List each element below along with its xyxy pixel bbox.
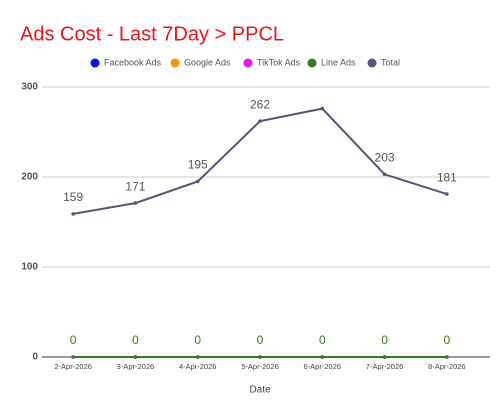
y-tick-label: 0: [32, 352, 38, 363]
data-point: [71, 212, 75, 216]
x-tick-label: 5-Apr-2026: [241, 362, 279, 371]
data-label: 171: [125, 179, 145, 193]
data-label: 0: [194, 333, 201, 347]
x-tick-label: 2-Apr-2026: [54, 362, 92, 371]
data-label: 203: [375, 150, 395, 164]
data-label: 0: [132, 333, 139, 347]
chart-title: Ads Cost - Last 7Day > PPCL: [20, 23, 284, 45]
data-label: 0: [70, 333, 77, 347]
x-tick-label: 6-Apr-2026: [304, 362, 342, 371]
data-point: [320, 355, 325, 359]
legend-label: Total: [381, 57, 400, 67]
legend-marker: [243, 58, 253, 68]
legend-marker: [90, 58, 100, 68]
data-point: [320, 106, 325, 111]
data-point: [133, 201, 138, 205]
data-label: 0: [319, 333, 326, 347]
legend-label: Line Ads: [321, 57, 356, 67]
legend-label: TikTok Ads: [257, 57, 301, 67]
data-point: [445, 192, 449, 196]
y-tick-label: 200: [21, 172, 38, 183]
data-label: 159: [63, 190, 83, 204]
y-tick-label: 300: [21, 82, 38, 93]
legend-label: Facebook Ads: [104, 57, 162, 67]
data-point: [133, 355, 138, 359]
data-point: [71, 355, 75, 359]
data-point: [382, 355, 387, 359]
x-tick-label: 8-Apr-2026: [428, 362, 466, 371]
data-point: [195, 355, 200, 359]
data-label: 0: [444, 333, 451, 347]
data-label: 262: [250, 97, 270, 111]
data-point: [382, 172, 387, 177]
data-point: [195, 179, 200, 184]
legend-label: Google Ads: [184, 57, 231, 67]
data-label: 0: [381, 333, 388, 347]
x-tick-label: 4-Apr-2026: [179, 362, 217, 371]
legend-marker: [170, 58, 180, 68]
data-label: 195: [188, 158, 208, 172]
y-tick-label: 100: [21, 262, 38, 273]
x-tick-label: 3-Apr-2026: [117, 362, 155, 371]
data-label: 181: [437, 170, 457, 184]
x-tick-label: 7-Apr-2026: [366, 362, 404, 371]
x-axis-label: Date: [249, 385, 271, 396]
data-point: [445, 355, 449, 359]
data-point: [258, 355, 262, 359]
data-point: [258, 119, 262, 123]
legend-marker: [367, 58, 377, 68]
data-label: 0: [257, 333, 264, 347]
legend-marker: [307, 58, 317, 68]
